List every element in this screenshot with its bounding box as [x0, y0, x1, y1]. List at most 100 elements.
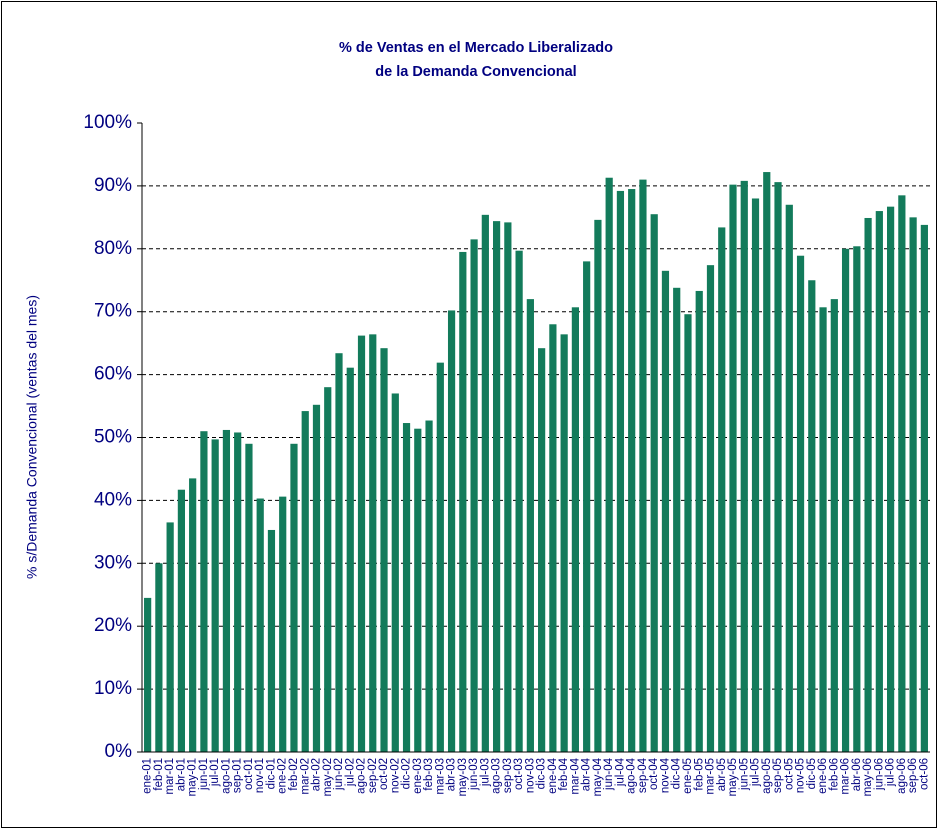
bar — [256, 498, 264, 752]
x-tick-label: ene-04 — [547, 757, 559, 793]
x-tick-label: may-03 — [457, 758, 469, 796]
bar — [841, 248, 850, 753]
x-tick-label: oct-03 — [513, 758, 525, 790]
bar — [628, 189, 636, 753]
bar — [886, 206, 895, 753]
x-tick-label: sep-05 — [772, 758, 784, 793]
bar — [211, 439, 219, 752]
x-tick-label: ene-02 — [277, 758, 289, 794]
bar — [774, 182, 782, 753]
x-tick-label: abr-03 — [446, 758, 458, 791]
x-tick-label: mar-05 — [705, 758, 717, 794]
x-tick-label: jun-01 — [198, 758, 210, 791]
x-tick-label: jun-05 — [738, 758, 750, 791]
x-tick-label: oct-02 — [378, 758, 390, 790]
bar — [177, 489, 186, 752]
bar — [763, 172, 771, 752]
bar — [324, 387, 332, 752]
x-tick-label: ago-05 — [761, 758, 773, 794]
x-tick-label: nov-02 — [389, 758, 401, 793]
x-tick-label: ene-05 — [682, 758, 694, 794]
bar — [684, 314, 692, 752]
bar — [279, 496, 287, 752]
bar — [583, 261, 591, 752]
x-tick-label: nov-05 — [795, 758, 807, 793]
y-tick-label: 70% — [94, 301, 132, 322]
x-tick-label: ago-06 — [896, 758, 908, 794]
x-tick-label: may-01 — [187, 758, 199, 796]
bar — [222, 429, 231, 752]
x-tick-label: jul-06 — [885, 758, 897, 787]
bar — [155, 563, 163, 752]
bar — [594, 219, 602, 753]
bar — [661, 270, 670, 752]
x-tick-label: feb-02 — [288, 758, 300, 791]
bar — [200, 431, 208, 752]
bar — [447, 310, 456, 752]
x-tick-label: ago-04 — [626, 757, 638, 793]
bar — [166, 522, 174, 752]
x-tick-label: ene-01 — [142, 758, 154, 794]
y-tick-label: 10% — [94, 678, 132, 699]
x-tick-label: jun-04 — [603, 757, 615, 791]
x-tick-label: jun-03 — [468, 758, 480, 791]
bar — [492, 221, 501, 752]
bar — [470, 239, 478, 753]
x-tick-label: mar-06 — [840, 758, 852, 794]
x-tick-label: nov-01 — [254, 758, 266, 793]
x-tick-label: sep-01 — [232, 758, 244, 793]
bar — [740, 180, 748, 753]
bar — [616, 190, 625, 752]
y-tick-label: 80% — [94, 238, 132, 259]
bar — [909, 217, 917, 753]
x-tick-label: sep-06 — [907, 758, 919, 793]
x-tick-label: jul-03 — [479, 758, 491, 787]
bar — [830, 299, 838, 752]
bar — [729, 184, 737, 753]
x-tick-label: abr-06 — [851, 758, 863, 791]
x-tick-label: jul-01 — [209, 758, 221, 787]
bar — [549, 324, 557, 752]
bar — [796, 255, 805, 752]
x-tick-label: jun-02 — [333, 758, 345, 791]
bar — [436, 362, 444, 752]
bar — [639, 179, 647, 753]
bar — [504, 222, 512, 752]
x-tick-label: sep-03 — [502, 758, 514, 793]
bar — [673, 287, 681, 752]
x-tick-label: jul-05 — [750, 758, 762, 787]
bar — [819, 307, 827, 752]
x-tick-label: sep-04 — [637, 757, 649, 793]
bar — [785, 204, 793, 752]
chart-title: % de Ventas en el Mercado Liberalizado — [339, 40, 613, 56]
y-tick-label: 60% — [94, 364, 132, 385]
x-tick-label: abr-04 — [581, 757, 593, 791]
bar — [414, 428, 422, 752]
x-tick-label: abr-01 — [175, 758, 187, 791]
bar — [391, 393, 399, 752]
bar — [526, 299, 534, 752]
x-tick-label: jun-06 — [873, 758, 885, 791]
y-tick-label: 50% — [94, 427, 132, 448]
bar — [380, 348, 388, 752]
bar — [312, 404, 321, 752]
bar — [920, 224, 928, 752]
x-tick-label: jul-02 — [344, 758, 356, 787]
bar — [481, 214, 489, 753]
x-tick-label: feb-03 — [423, 758, 435, 791]
x-tick-label: may-04 — [592, 757, 604, 796]
bar — [695, 290, 703, 752]
x-tick-label: mar-02 — [299, 758, 311, 794]
bar — [706, 265, 715, 752]
x-tick-label: abr-02 — [311, 758, 323, 791]
bar — [335, 353, 343, 752]
bar — [571, 307, 580, 752]
bar — [234, 432, 242, 752]
bar — [346, 367, 354, 752]
x-tick-label: ene-06 — [817, 758, 829, 794]
x-tick-label: dic-01 — [265, 758, 277, 789]
bar — [898, 195, 906, 752]
x-tick-label: feb-04 — [558, 757, 570, 790]
x-tick-label: ene-03 — [412, 758, 424, 794]
